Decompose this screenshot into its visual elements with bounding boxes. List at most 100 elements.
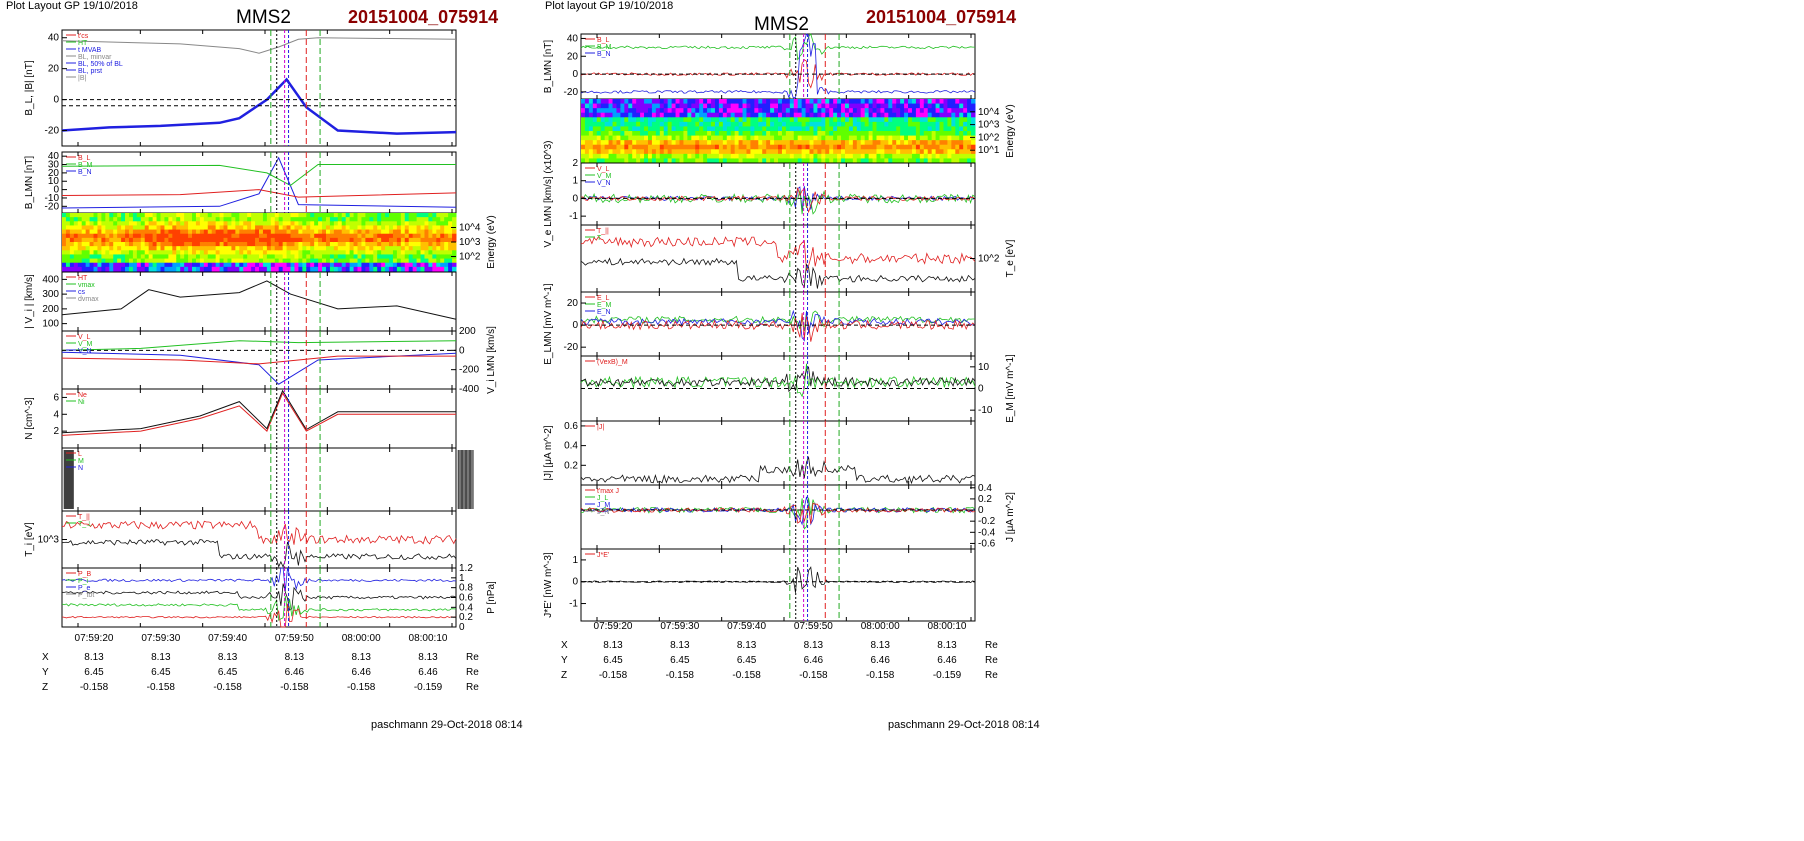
- y-axis-label: B_L, |B| [nT]: [24, 60, 35, 115]
- spectrogram-cell: [778, 108, 783, 114]
- spectrogram-cell: [880, 158, 885, 164]
- spectrogram-cell: [333, 225, 339, 231]
- spectrogram-cell: [900, 158, 905, 164]
- spectrogram-cell: [69, 266, 75, 272]
- spectrogram-cell: [140, 221, 146, 226]
- spectrogram-cell: [687, 140, 692, 146]
- spectrogram-cell: [89, 262, 95, 268]
- spectrogram-cell: [424, 246, 429, 251]
- spectrogram-cell: [967, 153, 972, 159]
- spectrogram-cell: [722, 140, 728, 146]
- spectrogram-cell: [365, 217, 370, 222]
- spectrogram-cell: [278, 242, 284, 247]
- y-tick-label: 40: [567, 33, 579, 44]
- spectrogram-cell: [695, 153, 700, 159]
- spectrogram-cell: [644, 117, 649, 123]
- spectrogram-cell: [927, 149, 933, 155]
- spectrogram-cell: [801, 126, 807, 132]
- spectrogram-cell: [227, 217, 232, 222]
- spectrogram-cell: [160, 262, 165, 268]
- spectrogram-cell: [600, 158, 606, 164]
- spectrogram-cell: [718, 126, 724, 132]
- spectrogram-cell: [967, 149, 972, 155]
- spectrogram-cell: [797, 131, 803, 137]
- y-tick-label: 30: [48, 160, 60, 171]
- spectrogram-cell: [793, 149, 799, 155]
- spectrogram-cell: [282, 262, 288, 268]
- spectrogram-cell: [77, 250, 83, 255]
- spectrogram-cell: [915, 99, 921, 105]
- spectrogram-cell: [616, 121, 621, 127]
- spectrogram-cell: [255, 266, 260, 272]
- spectrogram-cell: [813, 112, 818, 118]
- spectrogram-cell: [207, 229, 213, 235]
- spectrogram-cell: [908, 103, 913, 109]
- spectrogram-cell: [612, 140, 617, 146]
- spectrogram-cell: [640, 126, 645, 132]
- spectrogram-cell: [896, 135, 901, 141]
- spectrogram-cell: [444, 258, 449, 264]
- spectrogram-cell: [742, 112, 747, 118]
- spectrogram-cell: [774, 99, 779, 105]
- spectrogram-cell: [876, 153, 881, 159]
- spectrogram-cell: [318, 262, 323, 268]
- spectrogram-cell: [89, 258, 95, 264]
- spectrogram-cell: [176, 237, 181, 243]
- spectrogram-cell: [172, 213, 177, 218]
- spectrogram-cell: [81, 266, 87, 272]
- spectrogram-cell: [947, 112, 952, 118]
- panel-frame: [61, 567, 457, 628]
- spectrogram-cell: [640, 108, 645, 114]
- spectrogram-cell: [730, 158, 736, 164]
- spectrogram-cell: [192, 221, 197, 226]
- spectrogram-cell: [726, 103, 732, 109]
- spectrogram-cell: [282, 221, 288, 226]
- spectrogram-cell: [247, 250, 252, 255]
- spectrogram-cell: [915, 126, 921, 132]
- spectrogram-cell: [931, 112, 937, 118]
- spectrogram-cell: [389, 246, 394, 251]
- spectrogram-cell: [396, 237, 402, 243]
- spectrogram-cell: [62, 262, 67, 268]
- spectrogram-cell: [408, 217, 414, 222]
- y-tick-label: 10^4: [459, 223, 481, 234]
- time-tick-label: 07:59:20: [75, 633, 114, 644]
- panel-frame: [61, 388, 457, 449]
- spectrogram-cell: [412, 233, 418, 239]
- spectrogram-cell: [188, 266, 193, 272]
- spectrogram-cell: [369, 250, 374, 255]
- spectrogram-cell: [97, 242, 102, 247]
- spectrogram-cell: [243, 237, 248, 243]
- spectrogram-cell: [172, 246, 177, 251]
- spectrogram-cell: [923, 108, 929, 114]
- spectrogram-cell: [337, 242, 343, 247]
- trace-red: [580, 312, 976, 342]
- spectrogram-cell: [404, 225, 410, 231]
- spectrogram-cell: [683, 144, 688, 150]
- spectrogram-cell: [337, 254, 343, 260]
- spectrogram-cell: [73, 254, 79, 260]
- spectrogram-cell: [294, 233, 299, 239]
- spectrogram-cell: [389, 242, 394, 247]
- spectrogram-cell: [448, 246, 453, 251]
- spectrogram-cell: [971, 112, 976, 118]
- spectrogram-cell: [923, 131, 929, 137]
- spectrogram-cell: [302, 262, 307, 268]
- spectrogram-cell: [97, 221, 102, 226]
- spectrogram-cell: [817, 126, 822, 132]
- spectrogram-cell: [730, 99, 736, 105]
- spectrogram-cell: [801, 149, 807, 155]
- spectrogram-cell: [691, 131, 696, 137]
- spectrogram-cell: [266, 258, 272, 264]
- spectrogram-cell: [880, 112, 885, 118]
- spectrogram-cell: [876, 103, 881, 109]
- spectrogram-cell: [967, 135, 972, 141]
- spectrogram-cell: [290, 233, 295, 239]
- spectrogram-cell: [581, 121, 586, 127]
- spectrogram-cell: [829, 135, 834, 141]
- spectrogram-cell: [900, 140, 905, 146]
- spectrogram-cell: [219, 250, 225, 255]
- legend-entry: E_L: [597, 295, 610, 302]
- spectrogram-cell: [655, 149, 661, 155]
- spectrogram-cell: [262, 250, 268, 255]
